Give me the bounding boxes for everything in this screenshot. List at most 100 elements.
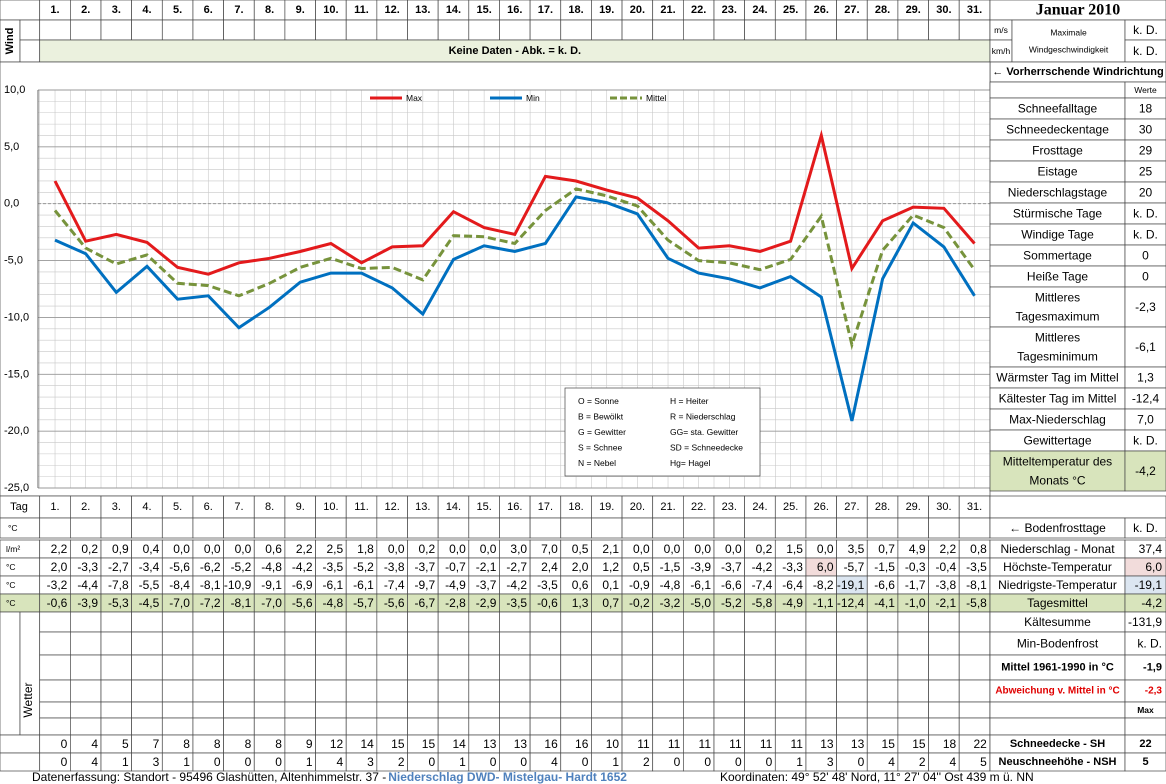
day-value: -3,7 [476, 578, 497, 592]
day-value: -6,1 [353, 578, 374, 592]
day-cell [560, 654, 592, 681]
day-cell [100, 679, 132, 703]
day-value: 15. [476, 4, 491, 16]
series-line [53, 129, 976, 276]
day-value: -4,5 [139, 596, 160, 610]
day-value: 11 [637, 737, 650, 751]
day-cell [468, 611, 500, 633]
day-cell [805, 717, 837, 736]
day-value: 28. [875, 501, 890, 513]
day-value: 11 [729, 737, 742, 751]
label-line: Max-Niederschlag [1009, 413, 1106, 427]
day-value: -1,0 [905, 596, 926, 610]
day-value: -3,5 [966, 560, 987, 574]
day-value: 24. [752, 501, 767, 513]
day-cell [315, 611, 347, 633]
day-cell [161, 654, 194, 681]
day-value: 0,1 [602, 578, 619, 592]
summary-label: Min-Bodenfrost [1017, 637, 1099, 651]
day-cell [928, 611, 960, 633]
day-value: -5,2 [231, 560, 252, 574]
summary-value: -2,3 [1145, 686, 1163, 697]
day-value: -1,5 [660, 560, 681, 574]
day-value: -8,4 [169, 578, 190, 592]
day-cell [682, 654, 715, 681]
day-cell [744, 701, 776, 719]
day-value: -6,1 [690, 578, 711, 592]
day-cell [652, 654, 684, 681]
day-value: 0,4 [143, 542, 160, 556]
day-cell [621, 631, 654, 656]
day-value: 0,0 [664, 542, 681, 556]
y-tick-label: -10,0 [4, 311, 29, 323]
day-value: 30. [936, 501, 951, 513]
day-value: 22 [973, 737, 987, 751]
day-cell [591, 717, 623, 736]
stat-value: 20 [1139, 186, 1153, 200]
day-cell [315, 717, 347, 736]
day-value: 2 [919, 755, 926, 769]
day-cell [131, 19, 163, 41]
day-cell [928, 679, 960, 703]
day-value: 0 [490, 755, 497, 769]
day-cell [69, 631, 102, 656]
day-value: 1,8 [357, 542, 374, 556]
footer-coordinates: Koordinaten: 49° 52' 48' Nord, 11° 27' 0… [720, 770, 1034, 784]
day-value: 1,3 [572, 596, 589, 610]
day-cell [499, 19, 531, 41]
day-value: -5,7 [844, 560, 865, 574]
summary-value: -1,9 [1143, 662, 1162, 674]
day-cell [805, 611, 837, 633]
day-cell [223, 717, 255, 736]
day-value: 0,0 [633, 542, 650, 556]
day-value: -3,9 [77, 596, 98, 610]
day-value: 7 [153, 737, 160, 751]
day-cell [284, 517, 316, 539]
cell [0, 734, 41, 754]
day-value: -3,5 [537, 578, 558, 592]
day-cell [774, 611, 807, 633]
day-cell [682, 701, 715, 719]
day-value: 31. [967, 4, 982, 16]
day-cell [591, 654, 623, 681]
day-value: 3. [112, 501, 121, 513]
day-value: 0,0 [388, 542, 405, 556]
day-value: -5,3 [108, 596, 129, 610]
day-value: 0 [61, 755, 68, 769]
day-cell [69, 717, 102, 736]
day-value: 13 [820, 737, 834, 751]
day-value: 4 [337, 755, 344, 769]
day-label: Tag [10, 501, 28, 513]
day-value: 12 [330, 737, 344, 751]
day-value: 1 [122, 755, 129, 769]
cell [989, 450, 1126, 492]
day-cell [621, 611, 654, 633]
day-cell [560, 679, 592, 703]
row-total: 22 [1139, 738, 1151, 750]
day-cell [284, 701, 316, 719]
day-value: -5,6 [384, 596, 405, 610]
day-cell [223, 631, 255, 656]
day-value: 6. [204, 501, 213, 513]
day-cell [407, 517, 439, 539]
day-value: 13. [415, 4, 430, 16]
day-cell [407, 19, 439, 41]
day-cell [437, 517, 470, 539]
day-cell [928, 631, 960, 656]
label-line: Mittleres [1035, 291, 1080, 305]
day-value: 15. [476, 501, 491, 513]
day-value: 0,5 [572, 542, 589, 556]
day-cell [897, 517, 929, 539]
day-cell [774, 701, 807, 719]
stat-value: 7,0 [1137, 413, 1154, 427]
row-label: Neuschneehöhe - NSH [999, 756, 1117, 768]
cell [1011, 19, 1126, 63]
label-line: Maximale [1050, 28, 1087, 38]
day-value: -4,1 [874, 596, 895, 610]
stat-value: 18 [1139, 102, 1153, 116]
day-cell [376, 19, 408, 41]
day-value: -4,2 [292, 560, 313, 574]
code-legend: R = Niederschlag [670, 412, 736, 422]
day-cell [897, 611, 929, 633]
day-value: 2,1 [602, 542, 619, 556]
